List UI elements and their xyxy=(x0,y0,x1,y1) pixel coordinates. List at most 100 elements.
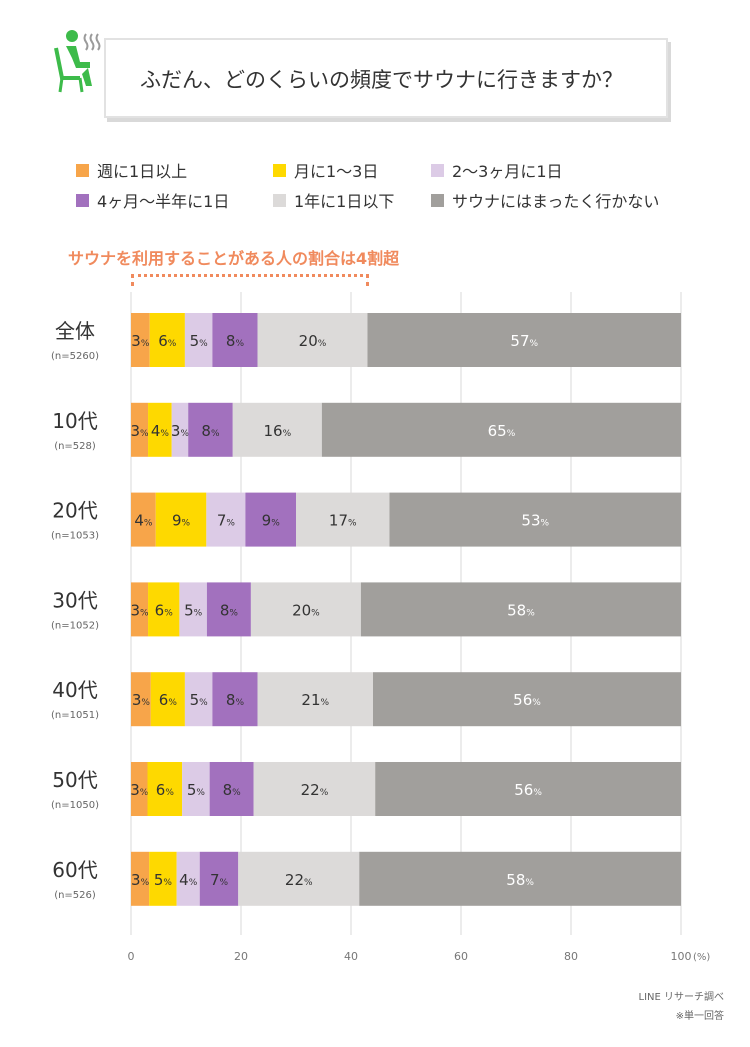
legend-swatch xyxy=(273,163,286,177)
data-label: 9% xyxy=(262,512,281,530)
data-label: 5% xyxy=(190,332,209,350)
category-label: 20代 xyxy=(52,499,97,523)
bar-segment xyxy=(250,582,361,637)
data-label: 9% xyxy=(172,512,191,530)
legend-label: 週に1日以上 xyxy=(97,162,188,181)
data-label: 8% xyxy=(223,781,242,799)
x-tick-label: 100 xyxy=(671,950,692,963)
legend-swatch xyxy=(76,163,89,177)
legend-swatch xyxy=(76,193,89,207)
bar-segment xyxy=(367,313,681,367)
legend-swatch xyxy=(273,193,286,207)
data-label: 5% xyxy=(187,781,206,799)
data-label: 21% xyxy=(301,691,329,709)
data-label: 8% xyxy=(226,691,245,709)
data-label: 53% xyxy=(521,512,549,530)
data-label: 5% xyxy=(190,691,209,709)
bar-segment xyxy=(131,672,151,727)
bar-segment xyxy=(373,672,681,727)
data-label: 8% xyxy=(201,422,220,440)
bar-segment xyxy=(188,402,233,457)
data-label: 6% xyxy=(156,781,175,799)
bar-segment xyxy=(155,492,207,547)
x-tick-label: 40 xyxy=(344,950,358,963)
category-n-label: (n=526) xyxy=(54,890,96,901)
bar-segment xyxy=(131,851,150,906)
data-label: 3% xyxy=(130,781,149,799)
legend-item: 2〜3ヶ月に1日 xyxy=(431,158,563,182)
data-label: 65% xyxy=(488,422,516,440)
data-label: 57% xyxy=(510,332,538,350)
bar-segment xyxy=(253,762,376,816)
bar-segment xyxy=(321,402,681,457)
data-label: 5% xyxy=(154,871,173,889)
bar-segment xyxy=(149,851,177,906)
legend-label: 月に1〜3日 xyxy=(294,162,379,181)
bar-segment xyxy=(212,313,258,367)
category-label: 60代 xyxy=(52,858,97,882)
data-label: 3% xyxy=(130,601,149,619)
bar-segment xyxy=(150,672,185,727)
data-label: 58% xyxy=(506,871,534,889)
data-label: 3% xyxy=(131,871,150,889)
bar-segment xyxy=(257,313,368,367)
bar-segment xyxy=(148,402,172,457)
bar-segment xyxy=(296,492,390,547)
bar-segment xyxy=(199,851,239,906)
legend-label: 4ヶ月〜半年に1日 xyxy=(97,192,230,211)
data-label: 3% xyxy=(131,332,150,350)
legend-item: 週に1日以上 xyxy=(76,158,187,182)
bar-segment xyxy=(209,762,254,816)
page-title: ふだん、どのくらいの頻度でサウナに行きますか？ xyxy=(140,68,623,92)
answer-note: ※単一回答 xyxy=(675,1011,724,1022)
legend-item: 月に1〜3日 xyxy=(273,158,378,182)
category-label: 全体 xyxy=(55,319,95,343)
category-n-label: (n=1053) xyxy=(51,531,99,542)
data-label: 16% xyxy=(263,422,291,440)
bar-segment xyxy=(360,582,681,637)
data-label: 56% xyxy=(514,781,542,799)
highlight-bracket xyxy=(131,274,369,286)
bar-segment xyxy=(182,762,210,816)
x-tick-label: 80 xyxy=(564,950,578,963)
category-n-label: (n=528) xyxy=(54,441,96,452)
bar-segment xyxy=(179,582,207,637)
data-label: 4% xyxy=(179,871,198,889)
bar-segment xyxy=(184,672,213,727)
legend-label: 1年に1日以下 xyxy=(294,192,395,211)
data-label: 56% xyxy=(513,691,541,709)
data-label: 17% xyxy=(329,512,357,530)
category-n-label: (n=1050) xyxy=(51,800,99,811)
data-label: 5% xyxy=(184,601,203,619)
bar-segment xyxy=(238,851,360,906)
legend-swatch xyxy=(431,163,444,177)
bar-segment xyxy=(147,762,183,816)
sauna-person-icon xyxy=(54,30,101,93)
data-label: 4% xyxy=(134,512,153,530)
bar-segment xyxy=(389,492,681,547)
bar-segment xyxy=(131,762,148,816)
category-n-label: (n=5260) xyxy=(51,351,99,362)
data-label: 8% xyxy=(226,332,245,350)
data-label: 3% xyxy=(130,422,149,440)
x-tick-label: 20 xyxy=(234,950,248,963)
category-n-label: (n=1052) xyxy=(51,620,99,631)
legend-label: 2〜3ヶ月に1日 xyxy=(452,162,563,181)
source-note: LINE リサーチ調べ xyxy=(638,992,725,1003)
data-label: 3% xyxy=(132,691,151,709)
data-label: 6% xyxy=(158,332,177,350)
category-label: 10代 xyxy=(52,409,97,433)
data-label: 22% xyxy=(301,781,329,799)
data-label: 8% xyxy=(220,601,239,619)
bar-segment xyxy=(212,672,258,727)
bar-segment xyxy=(171,402,189,457)
data-label: 3% xyxy=(171,422,190,440)
data-label: 20% xyxy=(292,601,320,619)
bar-segment xyxy=(184,313,213,367)
bar-segment xyxy=(232,402,322,457)
bar-segment xyxy=(206,492,246,547)
category-label: 40代 xyxy=(52,678,97,702)
x-tick-label: 60 xyxy=(454,950,468,963)
bar-segment xyxy=(148,582,180,637)
